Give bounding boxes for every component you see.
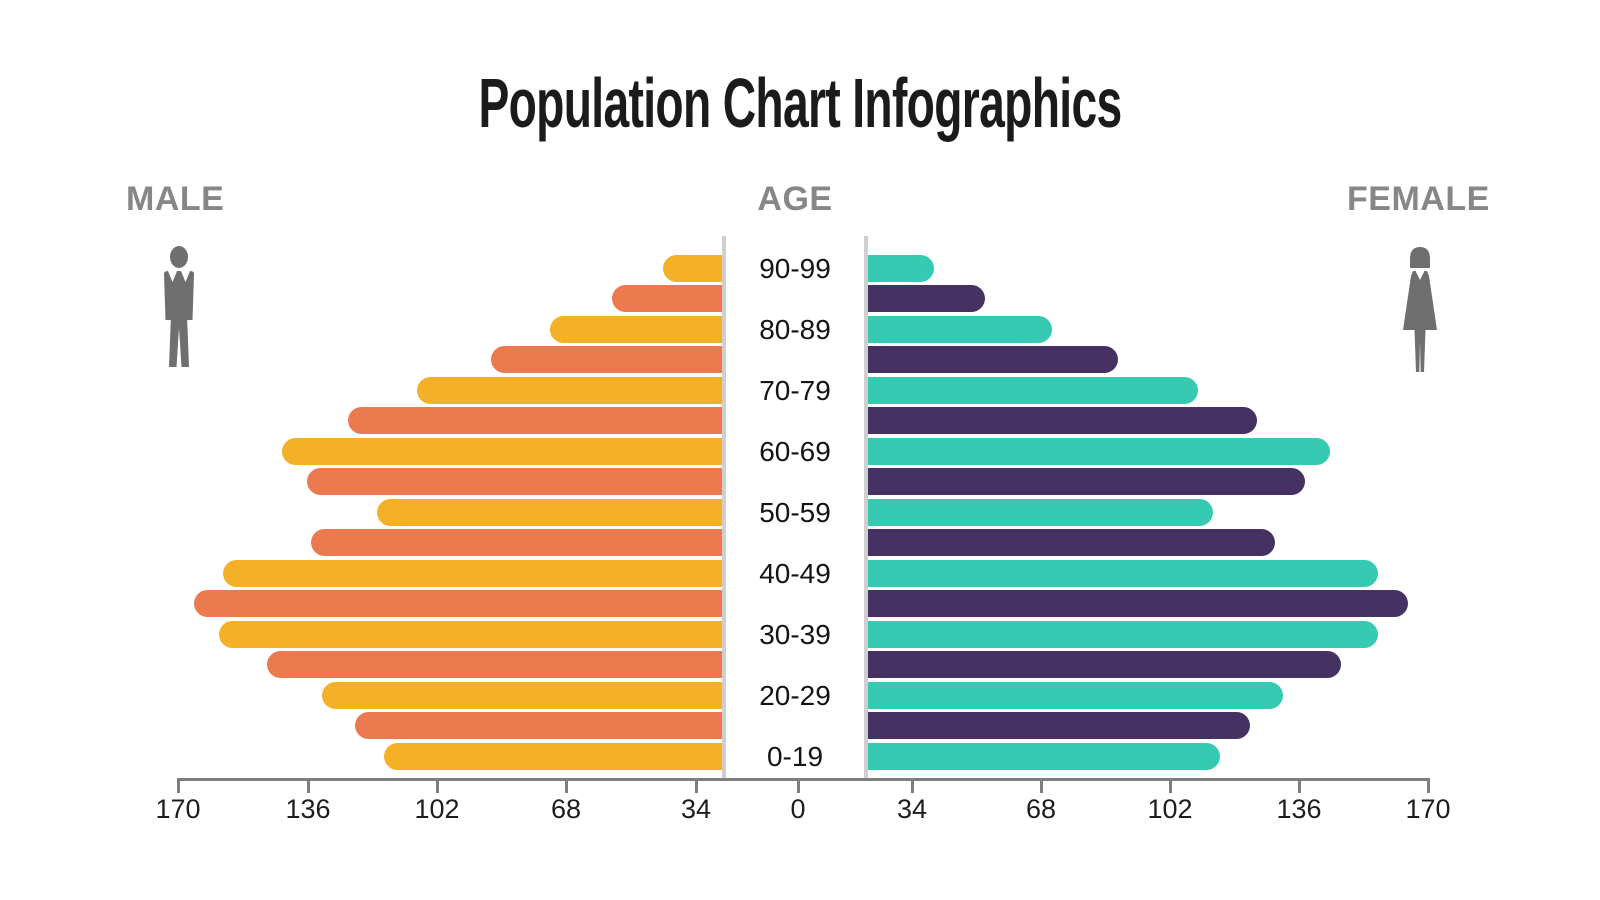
axis-tick (797, 778, 800, 793)
bar-male-30-39 (266, 651, 722, 678)
bar-male-20-29 (322, 681, 722, 709)
age-group-label-60-69: 60-69 (759, 435, 831, 467)
bar-female-70-79 (868, 376, 1199, 404)
bar-female-70-79 (868, 407, 1257, 434)
axis-tick (1298, 778, 1301, 793)
bar-female-30-39 (868, 620, 1379, 648)
bar-female-90-99 (868, 254, 935, 282)
axis-tick-label: 170 (155, 794, 201, 824)
bar-female-90-99 (868, 285, 986, 312)
bar-male-90-99 (663, 254, 722, 282)
bar-male-20-29 (355, 712, 722, 739)
bar-female-30-39 (868, 651, 1342, 678)
bar-male-80-89 (490, 346, 722, 373)
page-title: Population Chart Infographics (478, 64, 1122, 142)
male-person-icon (164, 246, 194, 367)
bar-male-80-89 (549, 315, 722, 343)
axis-tick-label: 68 (550, 794, 582, 824)
bar-male-60-69 (281, 437, 722, 465)
bar-female-20-29 (868, 681, 1283, 709)
female-section-label: FEMALE (1347, 180, 1490, 218)
age-group-label-20-29: 20-29 (759, 679, 831, 711)
bar-female-20-29 (868, 712, 1250, 739)
age-group-label-50-59: 50-59 (759, 496, 831, 528)
age-group-label-80-89: 80-89 (759, 313, 831, 345)
bar-female-80-89 (868, 346, 1118, 373)
bar-female-60-69 (868, 468, 1305, 495)
age-group-label-40-49: 40-49 (759, 557, 831, 589)
bar-female-0-19 (868, 742, 1221, 770)
axis-tick-label: 102 (414, 794, 460, 824)
age-group-label-30-39: 30-39 (759, 618, 831, 650)
axis-tick (436, 778, 439, 793)
axis-tick (307, 778, 310, 793)
bar-male-60-69 (307, 468, 722, 495)
axis-tick (911, 778, 914, 793)
bar-male-40-49 (222, 559, 722, 587)
age-group-label-0-19: 0-19 (766, 740, 824, 772)
bar-male-90-99 (611, 285, 722, 312)
axis-tick (565, 778, 568, 793)
bar-female-60-69 (868, 437, 1331, 465)
age-group-label-70-79: 70-79 (759, 374, 831, 406)
center-divider-left (722, 236, 726, 778)
axis-tick-label: 170 (1405, 794, 1451, 824)
age-group-label-90-99: 90-99 (759, 252, 831, 284)
axis-tick-label: 136 (285, 794, 331, 824)
axis-tick (1040, 778, 1043, 793)
axis-tick (695, 778, 698, 793)
axis-tick-label: 0 (790, 794, 806, 824)
female-person-icon (1403, 247, 1437, 372)
bar-male-50-59 (311, 529, 722, 556)
bar-male-70-79 (347, 407, 722, 434)
bar-male-30-39 (219, 620, 722, 648)
x-axis (177, 778, 1429, 781)
axis-tick-label: 34 (896, 794, 928, 824)
axis-tick-label: 136 (1276, 794, 1322, 824)
center-divider-right (864, 236, 868, 778)
bar-female-40-49 (868, 559, 1379, 587)
axis-tick (177, 778, 180, 793)
bar-male-70-79 (417, 376, 722, 404)
axis-tick-label: 102 (1147, 794, 1193, 824)
male-section-label: MALE (126, 180, 225, 218)
bar-female-50-59 (868, 498, 1213, 526)
bar-male-0-19 (384, 742, 722, 770)
axis-tick (1427, 778, 1430, 793)
bar-male-40-49 (193, 590, 722, 617)
age-column-label: AGE (757, 180, 833, 218)
bar-female-50-59 (868, 529, 1276, 556)
axis-tick (1169, 778, 1172, 793)
axis-tick-label: 68 (1025, 794, 1057, 824)
bar-female-40-49 (868, 590, 1408, 617)
bar-female-80-89 (868, 315, 1052, 343)
bar-male-50-59 (377, 498, 722, 526)
axis-tick-label: 34 (680, 794, 712, 824)
